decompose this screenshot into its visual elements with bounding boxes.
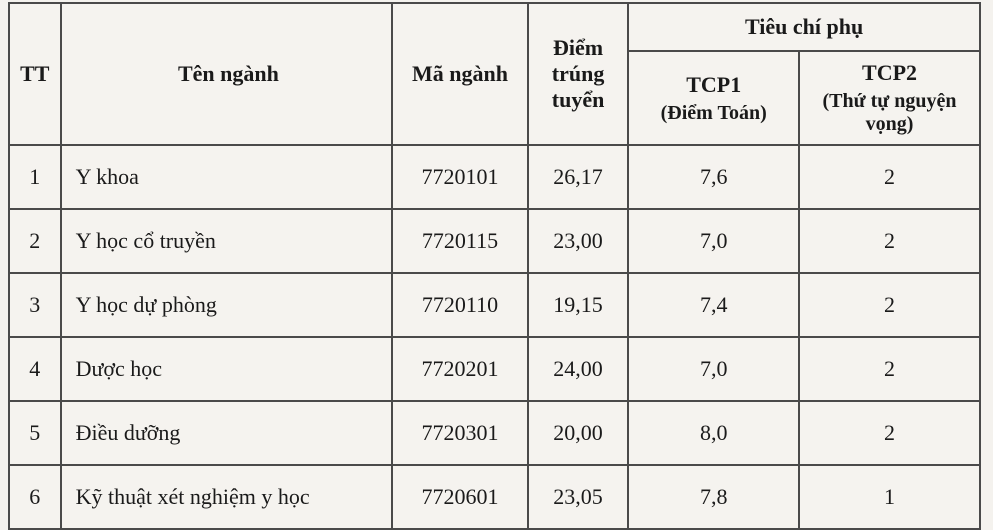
cell-ma-nganh: 7720301 — [392, 401, 528, 465]
cell-diem: 26,17 — [528, 145, 628, 209]
table-row: 2 Y học cổ truyền 7720115 23,00 7,0 2 — [9, 209, 980, 273]
cell-diem: 24,00 — [528, 337, 628, 401]
cell-diem: 19,15 — [528, 273, 628, 337]
admissions-table: TT Tên ngành Mã ngành Điểm trúng tuyển T… — [8, 2, 981, 530]
cell-ma-nganh: 7720110 — [392, 273, 528, 337]
cell-tcp1: 8,0 — [628, 401, 799, 465]
header-tcp2-sublabel: (Thứ tự nguyện vọng) — [810, 90, 969, 136]
cell-tt: 6 — [9, 465, 61, 529]
header-tcp1-label: TCP1 — [686, 72, 741, 97]
header-ma-nganh: Mã ngành — [392, 3, 528, 145]
cell-ma-nganh: 7720201 — [392, 337, 528, 401]
cell-tcp2: 2 — [799, 337, 980, 401]
header-tcp2: TCP2 (Thứ tự nguyện vọng) — [799, 51, 980, 145]
cell-ten-nganh: Y khoa — [61, 145, 393, 209]
cell-diem: 23,05 — [528, 465, 628, 529]
cell-tt: 2 — [9, 209, 61, 273]
cell-ma-nganh: 7720101 — [392, 145, 528, 209]
table-row: 6 Kỹ thuật xét nghiệm y học 7720601 23,0… — [9, 465, 980, 529]
cell-tcp2: 2 — [799, 145, 980, 209]
cell-tcp1: 7,6 — [628, 145, 799, 209]
table-row: 1 Y khoa 7720101 26,17 7,6 2 — [9, 145, 980, 209]
cell-tt: 4 — [9, 337, 61, 401]
table-row: 4 Dược học 7720201 24,00 7,0 2 — [9, 337, 980, 401]
header-diem: Điểm trúng tuyển — [528, 3, 628, 145]
header-ten-nganh: Tên ngành — [61, 3, 393, 145]
header-tcp1-sublabel: (Điểm Toán) — [639, 102, 788, 125]
cell-ten-nganh: Y học dự phòng — [61, 273, 393, 337]
cell-ten-nganh: Điều dưỡng — [61, 401, 393, 465]
table-header-row-1: TT Tên ngành Mã ngành Điểm trúng tuyển T… — [9, 3, 980, 51]
cell-diem: 23,00 — [528, 209, 628, 273]
cell-tt: 3 — [9, 273, 61, 337]
cell-ten-nganh: Dược học — [61, 337, 393, 401]
cell-tcp2: 1 — [799, 465, 980, 529]
cell-ma-nganh: 7720115 — [392, 209, 528, 273]
table-row: 3 Y học dự phòng 7720110 19,15 7,4 2 — [9, 273, 980, 337]
cell-diem: 20,00 — [528, 401, 628, 465]
cell-tcp1: 7,0 — [628, 209, 799, 273]
cell-tcp1: 7,4 — [628, 273, 799, 337]
header-tcp1: TCP1 (Điểm Toán) — [628, 51, 799, 145]
cell-tt: 1 — [9, 145, 61, 209]
cell-ma-nganh: 7720601 — [392, 465, 528, 529]
table-row: 5 Điều dưỡng 7720301 20,00 8,0 2 — [9, 401, 980, 465]
cell-tcp1: 7,0 — [628, 337, 799, 401]
cell-tcp2: 2 — [799, 273, 980, 337]
cell-ten-nganh: Kỹ thuật xét nghiệm y học — [61, 465, 393, 529]
cell-tcp2: 2 — [799, 401, 980, 465]
cell-ten-nganh: Y học cổ truyền — [61, 209, 393, 273]
cell-tcp2: 2 — [799, 209, 980, 273]
header-tt: TT — [9, 3, 61, 145]
cell-tcp1: 7,8 — [628, 465, 799, 529]
cell-tt: 5 — [9, 401, 61, 465]
header-tieu-chi-phu: Tiêu chí phụ — [628, 3, 980, 51]
header-tcp2-label: TCP2 — [862, 60, 917, 85]
